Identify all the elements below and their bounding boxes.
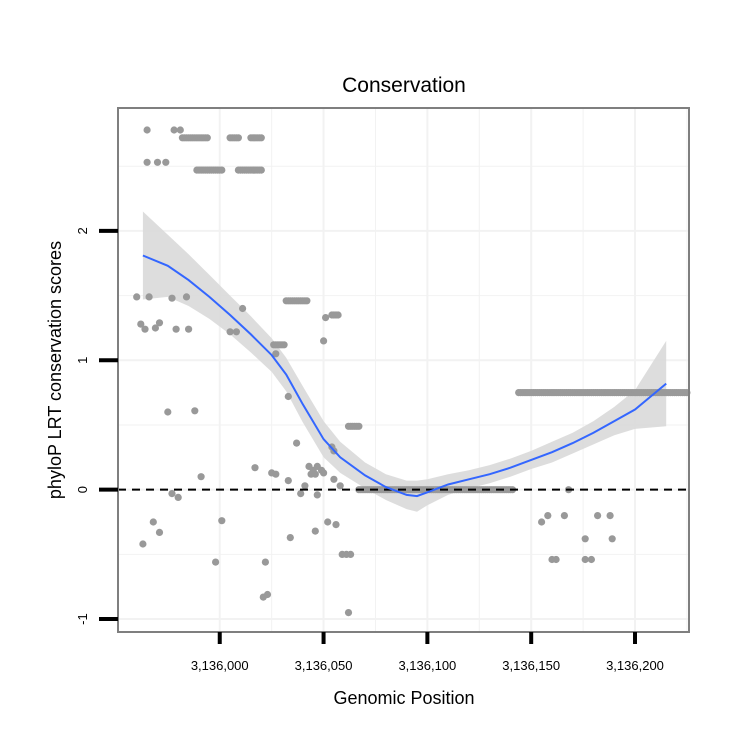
data-point [133,293,141,301]
data-point [212,558,220,566]
data-point [552,555,560,564]
data-point [164,408,172,416]
data-point [587,555,596,564]
data-point [344,609,353,617]
data-point [168,294,176,302]
data-point [608,535,616,543]
data-point [332,521,340,529]
x-tick-label: 3,136,200 [606,658,664,673]
data-point [301,482,309,490]
data-point [153,158,162,166]
y-tick-label: 0 [75,486,90,493]
data-point [284,392,292,401]
data-point [322,314,330,322]
data-point [218,517,226,525]
data-point [239,304,247,313]
x-tick-label: 3,136,100 [398,658,456,673]
data-point [284,477,292,485]
data-point [168,490,176,498]
confidence-ribbon [142,211,667,512]
data-point [293,439,301,447]
y-tick-label: 1 [75,357,90,364]
data-point [176,126,184,134]
data-point [182,293,191,301]
data-point [155,319,164,327]
plot-border [117,107,690,633]
smooth-line [142,254,667,498]
data-point [141,325,149,333]
data-point [272,350,280,358]
x-axis: 3,136,000 3,136,050 3,136,100 3,136,150 3,13… [191,632,664,673]
data-point [263,590,272,599]
data-point [257,166,265,174]
data-point [313,491,321,499]
data-point [261,558,269,566]
data-point [560,511,569,520]
data-point [197,473,205,481]
y-tick-label: -1 [75,613,90,625]
data-point [257,134,265,142]
data-point [170,126,178,134]
data-point [174,493,182,501]
data-point [191,407,199,415]
data-point [311,470,319,478]
data-point [347,550,355,559]
data-point [155,528,164,537]
x-tick-label: 3,136,150 [502,658,560,673]
data-point [151,324,159,332]
data-point [581,535,589,543]
y-tick-label: 2 [75,227,90,234]
x-axis-title: Genomic Position [333,688,474,708]
data-point [280,341,288,349]
data-point [544,511,552,520]
data-point [162,158,170,166]
data-point [538,518,546,526]
y-axis: -1 0 1 2 [75,227,118,625]
data-point [234,134,242,142]
data-point [311,527,319,535]
data-point [172,325,180,333]
data-point [149,518,157,526]
data-point [143,126,151,134]
data-point [581,555,589,564]
data-point [330,475,338,483]
data-point [336,482,344,490]
data-point [334,311,342,319]
data-point [218,166,226,174]
data-point [232,328,240,336]
data-point [145,293,153,301]
data-point [143,158,151,166]
data-point [137,320,145,328]
data-point [303,297,311,305]
chart-title: Conservation [342,74,466,97]
data-point [320,337,328,345]
x-tick-label: 3,136,050 [295,658,353,673]
data-point [324,518,332,526]
data-point [272,470,280,478]
loess-line [142,254,667,498]
gridlines [118,108,689,632]
data-point [355,422,363,430]
data-point [251,464,259,472]
data-point [320,469,328,477]
y-axis-title: phyloP LRT conservation scores [45,241,65,499]
data-point [594,511,602,520]
data-point [286,534,294,542]
data-point [139,540,147,548]
x-tick-label: 3,136,000 [191,658,249,673]
data-point [203,134,211,142]
data-point [297,490,305,498]
data-point [185,325,193,333]
data-point [226,328,234,336]
data-point [606,511,614,520]
confidence-band [142,211,667,512]
scatter-points [133,126,691,617]
